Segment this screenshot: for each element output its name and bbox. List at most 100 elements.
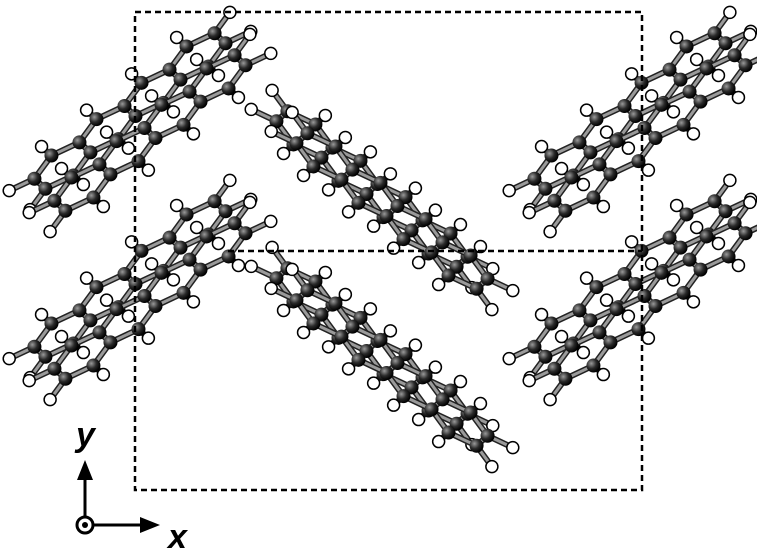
y-label: y — [74, 416, 97, 454]
hydrogen-atom — [523, 207, 535, 219]
hydrogen-atom — [77, 347, 89, 359]
carbon-atom — [47, 362, 61, 376]
carbon-atom — [631, 154, 645, 168]
carbon-atom — [700, 229, 714, 243]
carbon-atom — [419, 212, 433, 226]
carbon-atom — [586, 191, 600, 205]
hydrogen-atom — [687, 296, 699, 308]
hydrogen-atom — [278, 304, 290, 316]
hydrogen-atom — [101, 294, 113, 306]
carbon-atom — [328, 139, 342, 153]
hydrogen-atom — [81, 104, 93, 116]
carbon-atom — [183, 253, 197, 267]
carbon-atom — [380, 366, 394, 380]
hydrogen-atom — [384, 168, 396, 180]
hydrogen-atom — [3, 185, 15, 197]
carbon-atom — [83, 313, 97, 327]
x-label: x — [166, 518, 189, 550]
hydrogen-atom — [646, 258, 658, 270]
hydrogen-atom — [687, 128, 699, 140]
carbon-atom — [44, 149, 58, 163]
carbon-atom — [425, 402, 439, 416]
hydrogen-atom — [388, 399, 400, 411]
carbon-atom — [655, 266, 669, 280]
hydrogen-atom — [36, 309, 48, 321]
carbon-atom — [345, 163, 359, 177]
carbon-atom — [603, 335, 617, 349]
carbon-atom — [544, 149, 558, 163]
hydrogen-atom — [503, 185, 515, 197]
hydrogen-atom — [212, 237, 224, 249]
hydrogen-atom — [245, 260, 257, 272]
hydrogen-atom — [691, 221, 703, 233]
hydrogen-atom — [626, 236, 638, 248]
carbon-atom — [177, 286, 191, 300]
carbon-atom — [351, 196, 365, 210]
hydrogen-atom — [601, 294, 613, 306]
carbon-atom — [609, 134, 623, 148]
hydrogen-atom — [298, 326, 310, 338]
hydrogen-atom — [744, 28, 756, 40]
carbon-atom — [155, 266, 169, 280]
hydrogen-atom — [101, 126, 113, 138]
hydrogen-atom — [667, 106, 679, 118]
carbon-atom — [64, 339, 78, 353]
hydrogen-atom — [622, 142, 634, 154]
carbon-atom — [589, 112, 603, 126]
carbon-atom — [547, 362, 561, 376]
y-arrow-head — [77, 460, 93, 480]
carbon-atom — [163, 231, 177, 245]
carbon-atom — [334, 330, 348, 344]
hydrogen-atom — [265, 125, 277, 137]
carbon-atom — [586, 359, 600, 373]
carbon-atom — [728, 48, 742, 62]
hydrogen-atom — [23, 375, 35, 387]
carbon-atom — [239, 58, 253, 72]
hydrogen-atom — [597, 369, 609, 381]
carbon-atom — [300, 283, 314, 297]
carbon-atom — [680, 39, 694, 53]
carbon-atom — [538, 350, 552, 364]
carbon-atom — [228, 48, 242, 62]
hydrogen-atom — [507, 285, 519, 297]
carbon-atom — [694, 263, 708, 277]
carbon-atom — [564, 339, 578, 353]
hydrogen-atom — [474, 398, 486, 410]
hydrogen-atom — [146, 90, 158, 102]
carbon-atom — [663, 231, 677, 245]
hydrogen-atom — [409, 339, 421, 351]
hydrogen-atom — [732, 259, 744, 271]
carbon-atom — [194, 95, 208, 109]
carbon-atom — [135, 244, 149, 258]
hydrogen-atom — [368, 377, 380, 389]
hydrogen-atom — [429, 204, 441, 216]
hydrogen-atom — [191, 221, 203, 233]
carbon-atom — [289, 136, 303, 150]
carbon-atom — [442, 269, 456, 283]
carbon-atom — [442, 426, 456, 440]
hydrogen-atom — [323, 341, 335, 353]
hydrogen-atom — [171, 199, 183, 211]
carbon-atom — [118, 99, 132, 113]
carbon-atom — [655, 98, 669, 112]
hydrogen-atom — [224, 174, 236, 186]
hydrogen-atom — [171, 31, 183, 43]
carbon-atom — [103, 335, 117, 349]
carbon-atom — [708, 26, 722, 40]
carbon-atom — [629, 277, 643, 291]
hydrogen-atom — [622, 310, 634, 322]
carbon-atom — [527, 340, 541, 354]
hydrogen-atom — [44, 394, 56, 406]
carbon-atom — [89, 112, 103, 126]
carbon-atom — [677, 286, 691, 300]
carbon-atom — [177, 118, 191, 132]
carbon-atom — [739, 58, 753, 72]
carbon-atom — [222, 81, 236, 95]
carbon-atom — [547, 194, 561, 208]
carbon-atom — [200, 229, 214, 243]
carbon-atom — [239, 226, 253, 240]
carbon-atom — [380, 209, 394, 223]
hydrogen-atom — [81, 272, 93, 284]
hydrogen-atom — [278, 147, 290, 159]
carbon-atom — [558, 204, 572, 218]
